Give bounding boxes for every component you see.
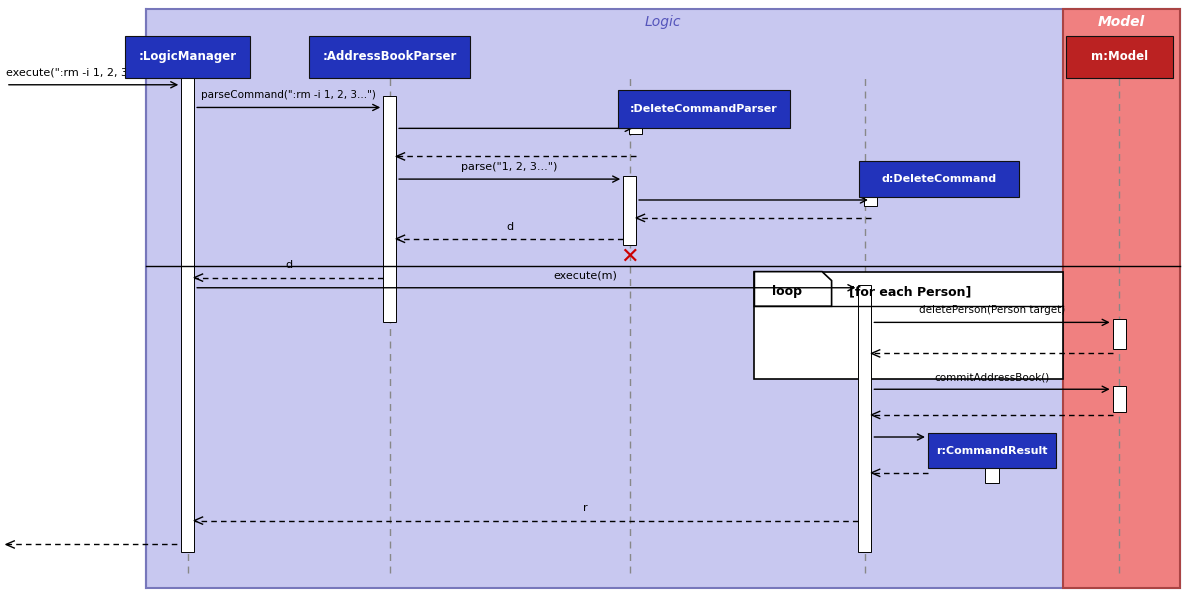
Bar bbox=[630, 122, 642, 134]
Text: Logic: Logic bbox=[645, 15, 681, 29]
Text: ✕: ✕ bbox=[620, 247, 639, 267]
Text: r:CommandResult: r:CommandResult bbox=[936, 446, 1048, 456]
Bar bbox=[624, 176, 637, 245]
Bar bbox=[1112, 386, 1125, 412]
Bar bbox=[928, 433, 1056, 468]
Text: m:Model: m:Model bbox=[1091, 50, 1148, 63]
Bar bbox=[126, 36, 249, 78]
Bar bbox=[859, 161, 1019, 197]
Bar bbox=[986, 465, 998, 483]
Text: d:DeleteCommand: d:DeleteCommand bbox=[881, 174, 997, 184]
Text: parseCommand(":rm -i 1, 2, 3..."): parseCommand(":rm -i 1, 2, 3...") bbox=[201, 90, 377, 100]
Text: Model: Model bbox=[1098, 15, 1145, 29]
Text: deletePerson(Person target): deletePerson(Person target) bbox=[918, 305, 1066, 315]
Text: d: d bbox=[506, 221, 513, 232]
Bar bbox=[309, 36, 470, 78]
Bar bbox=[754, 272, 1063, 379]
Text: parse("1, 2, 3..."): parse("1, 2, 3...") bbox=[461, 162, 558, 172]
Bar bbox=[858, 285, 872, 552]
Text: loop: loop bbox=[772, 285, 802, 298]
Bar bbox=[618, 90, 790, 128]
Text: :AddressBookParser: :AddressBookParser bbox=[322, 50, 457, 63]
Text: commitAddressBook(): commitAddressBook() bbox=[934, 372, 1050, 382]
Text: :DeleteCommandParser: :DeleteCommandParser bbox=[630, 104, 778, 114]
Bar bbox=[383, 96, 396, 322]
Text: :LogicManager: :LogicManager bbox=[139, 50, 236, 63]
Bar bbox=[1112, 319, 1125, 349]
Text: execute(m): execute(m) bbox=[554, 270, 618, 281]
Bar bbox=[865, 194, 877, 206]
Text: d: d bbox=[285, 260, 292, 270]
Text: r: r bbox=[583, 503, 588, 513]
Bar bbox=[1063, 9, 1180, 588]
Polygon shape bbox=[754, 272, 832, 306]
Text: execute(":rm -i 1, 2, 3..."): execute(":rm -i 1, 2, 3...") bbox=[6, 67, 148, 78]
Bar bbox=[146, 9, 1180, 588]
Bar bbox=[1066, 36, 1173, 78]
Bar bbox=[181, 78, 194, 552]
Text: [for each Person]: [for each Person] bbox=[849, 285, 972, 298]
